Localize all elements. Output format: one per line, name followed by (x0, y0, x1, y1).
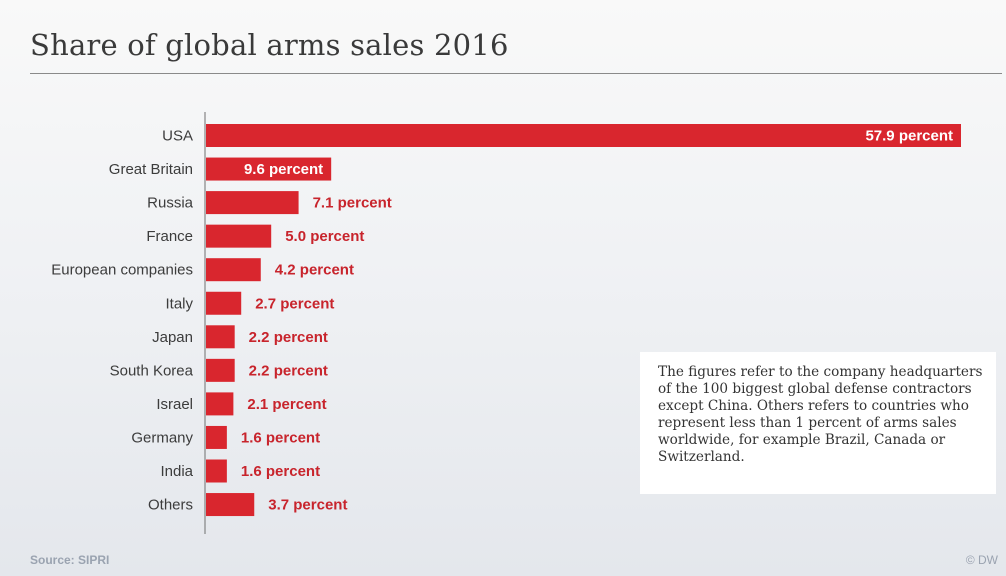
category-label: France (146, 228, 193, 245)
bar (206, 459, 227, 483)
data-label: 2.2 percent (249, 329, 328, 346)
data-label: 9.6 percent (244, 161, 323, 178)
category-label: Japan (152, 329, 193, 346)
bar (206, 224, 272, 248)
bar (206, 124, 961, 147)
category-label: Great Britain (109, 161, 193, 178)
category-label: USA (162, 128, 193, 145)
category-label: South Korea (110, 362, 194, 379)
category-label: India (160, 463, 193, 480)
data-label: 2.2 percent (249, 362, 328, 379)
category-label: Others (148, 497, 193, 514)
bar (206, 358, 235, 382)
data-label: 2.1 percent (247, 396, 326, 413)
footnote-box: The figures refer to the company headqua… (640, 352, 996, 494)
bar (206, 191, 299, 215)
data-label: 57.9 percent (865, 128, 953, 145)
data-label: 1.6 percent (241, 463, 320, 480)
data-label: 3.7 percent (268, 497, 347, 514)
data-label: 5.0 percent (285, 228, 364, 245)
category-label: Germany (131, 429, 193, 446)
bar (206, 291, 242, 315)
source-label: Source: SIPRI (30, 553, 110, 567)
category-label: Russia (147, 195, 194, 212)
bar (206, 325, 235, 349)
data-label: 2.7 percent (255, 295, 334, 312)
data-label: 4.2 percent (275, 262, 354, 279)
footnote-text: The figures refer to the company headqua… (658, 364, 983, 465)
category-label: Israel (156, 396, 193, 413)
category-label: European companies (51, 262, 193, 279)
bar (206, 493, 255, 517)
bar (206, 157, 332, 181)
bar (206, 425, 227, 449)
data-label: 7.1 percent (313, 195, 392, 212)
title-divider (30, 73, 1002, 74)
data-label: 1.6 percent (241, 429, 320, 446)
bar (206, 258, 261, 282)
bar (206, 392, 234, 416)
category-label: Italy (165, 295, 193, 312)
copyright-label: © DW (965, 553, 998, 567)
chart-title: Share of global arms sales 2016 (30, 28, 509, 62)
